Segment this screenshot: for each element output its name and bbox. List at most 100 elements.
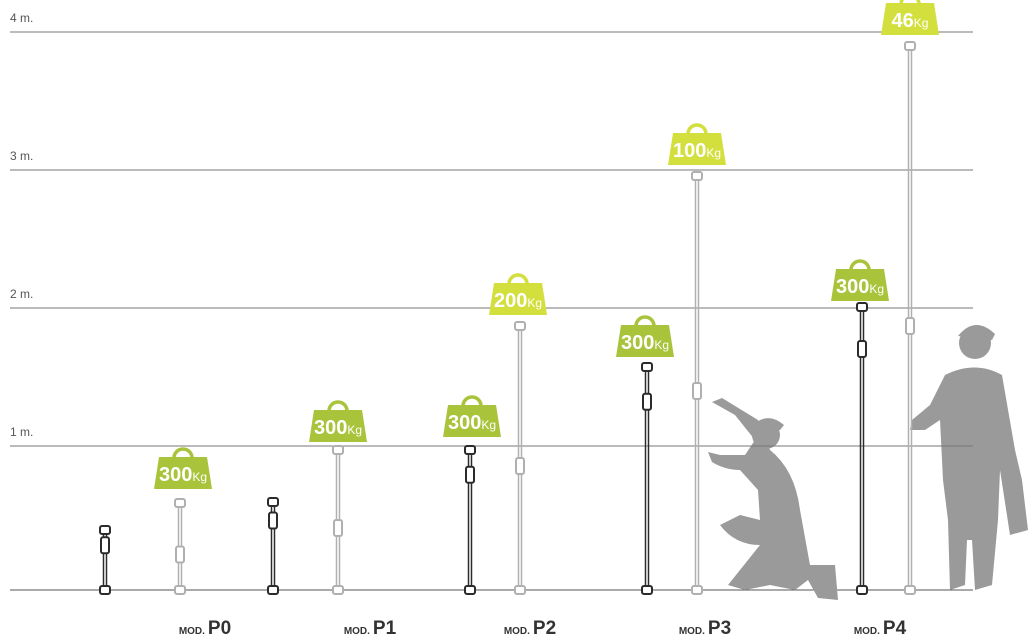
- prop-head: [174, 498, 186, 508]
- scale-label: 3 m.: [10, 149, 33, 163]
- badge-body: [831, 269, 889, 301]
- prop-foot: [856, 585, 868, 595]
- prop-head: [904, 41, 916, 51]
- load-badge: 300Kg: [616, 315, 674, 357]
- model-label: MOD. P3: [679, 618, 731, 639]
- prop-extended: [514, 321, 526, 595]
- badge-handle: [634, 315, 656, 327]
- badge-body: [443, 405, 501, 437]
- prop-foot: [641, 585, 653, 595]
- model-name: P0: [208, 618, 231, 639]
- model-label: MOD. P4: [854, 618, 907, 639]
- badge-value: 300: [836, 276, 869, 298]
- badge-label: 300Kg: [621, 332, 669, 354]
- badge-unit: Kg: [869, 282, 884, 296]
- prop-extended: [332, 445, 344, 595]
- prop-retracted: [267, 497, 279, 595]
- badge-unit: Kg: [347, 423, 362, 437]
- badge-body: [489, 283, 547, 315]
- badge-body: [616, 325, 674, 357]
- prop-foot: [174, 585, 186, 595]
- badge-body: [154, 457, 212, 489]
- badge-handle: [172, 447, 194, 459]
- prop-extended: [691, 171, 703, 595]
- badge-handle: [686, 123, 708, 135]
- badge-handle: [899, 0, 921, 5]
- prop-head: [99, 525, 111, 535]
- badge-label: 200Kg: [494, 290, 542, 312]
- prop-head: [464, 445, 476, 455]
- prop-extended: [904, 41, 916, 595]
- prop-foot: [464, 585, 476, 595]
- prop-head: [267, 497, 279, 507]
- model-prefix: MOD.: [679, 626, 705, 637]
- model-label: MOD. P2: [504, 618, 556, 639]
- badge-handle: [461, 395, 483, 407]
- badge-value: 300: [159, 464, 192, 486]
- badge-label: 300Kg: [836, 276, 884, 298]
- badge-unit: Kg: [706, 146, 721, 160]
- badge-unit: Kg: [481, 418, 496, 432]
- load-badge: 300Kg: [154, 447, 212, 489]
- load-badge: 46Kg: [881, 0, 939, 35]
- load-badge: 200Kg: [489, 273, 547, 315]
- prop-head: [514, 321, 526, 331]
- model-name: P2: [533, 618, 556, 639]
- model-name: P3: [708, 618, 731, 639]
- prop-foot: [904, 585, 916, 595]
- load-badge: 300Kg: [309, 400, 367, 442]
- prop-retracted: [641, 362, 653, 595]
- prop-head: [691, 171, 703, 181]
- model-prefix: MOD.: [179, 626, 205, 637]
- prop-clamp: [905, 317, 915, 335]
- prop-retracted: [99, 525, 111, 595]
- badge-value: 300: [448, 412, 481, 434]
- prop-extended: [174, 498, 186, 595]
- badge-value: 200: [494, 290, 527, 312]
- model-prefix: MOD.: [504, 626, 530, 637]
- badge-label: 46Kg: [892, 10, 929, 32]
- prop-foot: [691, 585, 703, 595]
- model-label: MOD. P1: [344, 618, 397, 639]
- badge-handle: [507, 273, 529, 285]
- prop-clamp: [175, 545, 185, 564]
- prop-clamp: [642, 392, 652, 411]
- badge-unit: Kg: [654, 338, 669, 352]
- prop-clamp: [465, 465, 475, 484]
- badge-unit: Kg: [192, 470, 207, 484]
- badge-body: [881, 3, 939, 35]
- prop-head: [332, 445, 344, 455]
- badge-unit: Kg: [527, 296, 542, 310]
- model-name: P1: [373, 618, 397, 639]
- badge-handle: [327, 400, 349, 412]
- worker-standing: [910, 324, 1028, 590]
- model-prefix: MOD.: [344, 626, 370, 637]
- worker-kneeling: [708, 398, 838, 600]
- prop-foot: [332, 585, 344, 595]
- scale-label: 4 m.: [10, 11, 33, 25]
- model-label: MOD. P0: [179, 618, 231, 639]
- prop-clamp: [268, 511, 278, 530]
- load-badge: 100Kg: [668, 123, 726, 165]
- load-badge: 300Kg: [443, 395, 501, 437]
- prop-clamp: [100, 536, 110, 555]
- badge-label: 300Kg: [448, 412, 496, 434]
- badge-unit: Kg: [914, 16, 929, 30]
- badge-value: 100: [673, 140, 706, 162]
- badge-label: 300Kg: [314, 417, 362, 439]
- badge-value: 300: [314, 417, 347, 439]
- badge-body: [668, 133, 726, 165]
- prop-foot: [267, 585, 279, 595]
- prop-foot: [514, 585, 526, 595]
- prop-clamp: [857, 339, 867, 358]
- load-badge: 300Kg: [831, 259, 889, 301]
- badge-body: [309, 410, 367, 442]
- prop-head: [641, 362, 653, 372]
- prop-head: [856, 302, 868, 312]
- prop-clamp: [333, 519, 343, 537]
- prop-foot: [99, 585, 111, 595]
- prop-clamp: [692, 382, 702, 400]
- scale-label: 2 m.: [10, 287, 33, 301]
- badge-label: 100Kg: [673, 140, 721, 162]
